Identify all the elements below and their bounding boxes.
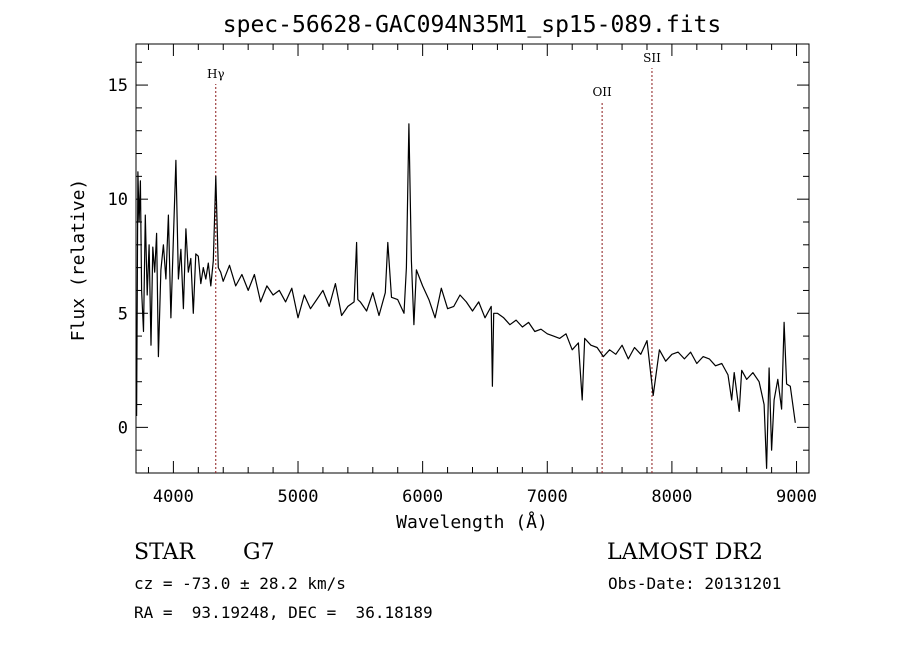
x-tick-label: 9000 (776, 487, 817, 507)
survey-name: LAMOST DR2 (607, 540, 763, 565)
y-axis-label: Flux (relative) (68, 179, 89, 342)
object-class: STAR (134, 540, 195, 565)
spectral-subclass: G7 (243, 540, 275, 565)
x-axis-label: Wavelength (Å) (396, 511, 548, 533)
y-tick-label: 15 (108, 76, 128, 96)
x-tick-label: 5000 (278, 487, 319, 507)
spectrum-line (136, 123, 796, 469)
x-tick-labels: 4000 5000 6000 7000 8000 9000 (153, 487, 817, 507)
spectrum-chart: spec-56628-GAC094N35M1_sp15-089.fits 400… (68, 12, 817, 533)
line-marker-label: OII (592, 85, 612, 99)
axis-ticks (136, 44, 809, 473)
x-tick-label: 7000 (527, 487, 568, 507)
y-tick-label: 10 (108, 190, 128, 210)
spectral-line-markers: Hγ OII SII (207, 51, 661, 473)
line-marker-label: Hγ (207, 67, 225, 81)
plot-frame (135, 43, 810, 474)
y-tick-label: 0 (118, 418, 128, 438)
x-tick-label: 8000 (651, 487, 692, 507)
x-tick-label: 6000 (402, 487, 443, 507)
obs-date: Obs-Date: 20131201 (608, 574, 782, 593)
line-marker-label: SII (643, 51, 661, 65)
y-tick-labels: 0 5 10 15 (108, 76, 128, 438)
chart-title: spec-56628-GAC094N35M1_sp15-089.fits (223, 12, 722, 38)
coordinates: RA = 93.19248, DEC = 36.18189 (134, 603, 433, 622)
x-tick-label: 4000 (153, 487, 194, 507)
redshift-cz: cz = -73.0 ± 28.2 km/s (134, 574, 346, 593)
y-tick-label: 5 (118, 304, 128, 324)
